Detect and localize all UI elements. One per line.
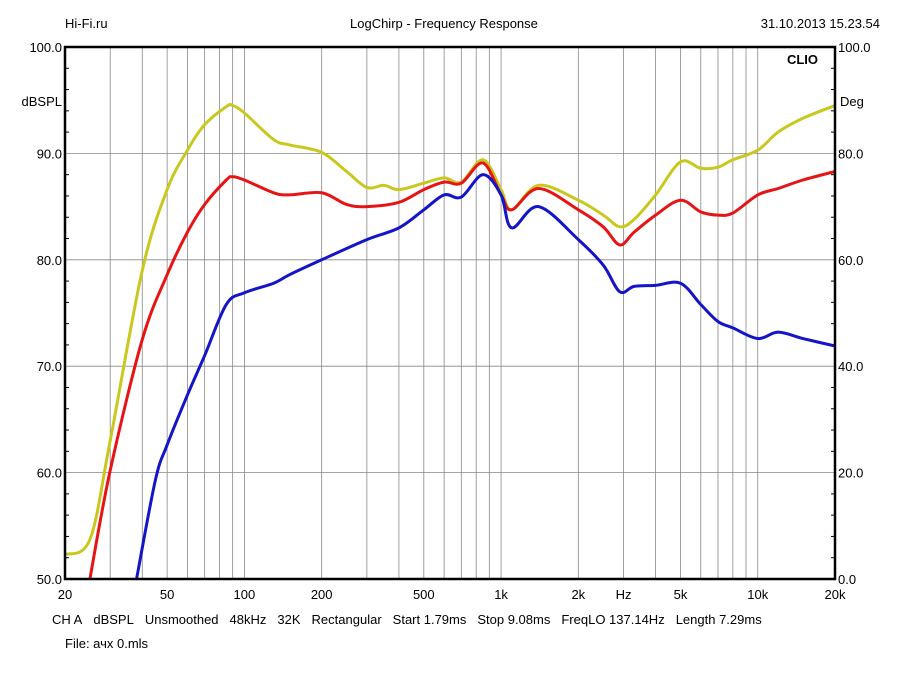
info-item: Rectangular [311,612,382,627]
y2-axis-label: Deg [840,94,864,109]
x-tick-label: 500 [413,587,435,602]
y2-tick-label: 40.0 [838,359,863,374]
info-item: FreqLO 137.14Hz [561,612,665,627]
chart-title: LogChirp - Frequency Response [350,16,538,31]
info-item: 32K [277,612,301,627]
y-tick-label: 90.0 [37,146,62,161]
measurement-info: CH A dBSPL Unsmoothed 48kHz 32K Rectangular St… [52,612,773,627]
header-datetime: 31.10.2013 15.23.54 [760,16,880,31]
y-tick-label: 50.0 [37,572,62,587]
series-line-0 [64,102,836,556]
x-tick-label: 50 [160,587,174,602]
x-tick-label: 20k [825,587,846,602]
clio-logo: CLIO [787,52,818,67]
y2-tick-label: 20.0 [838,466,863,481]
header-left: Hi-Fi.ru [65,16,108,31]
y2-tick-label: 100.0 [838,40,871,55]
x-tick-label: 200 [311,587,333,602]
info-item: Length 7.29ms [675,612,762,627]
info-item: dBSPL [93,612,134,627]
y-tick-label: 60.0 [37,466,62,481]
x-tick-label: 2k [571,587,585,602]
info-item: Start 1.79ms [392,612,467,627]
y-tick-label: 80.0 [37,253,62,268]
info-item: Unsmoothed [144,612,219,627]
x-tick-label: 100 [234,587,256,602]
info-item: CH A [52,612,83,627]
info-item: Stop 9.08ms [477,612,551,627]
y-tick-label: 70.0 [37,359,62,374]
x-tick-label: 5k [674,587,688,602]
y2-tick-label: 60.0 [838,253,863,268]
series-line-1 [88,161,836,580]
y-axis-label: dBSPL [22,94,62,109]
x-tick-label: 20 [58,587,72,602]
x-tick-label: 1k [494,587,508,602]
y2-tick-label: 0.0 [838,572,856,587]
x-tick-label: 10k [747,587,768,602]
plot-frame [63,45,837,581]
info-item: 48kHz [229,612,267,627]
y-tick-label: 100.0 [29,40,62,55]
x-unit-label: Hz [616,587,632,602]
series-line-2 [135,173,836,580]
file-name: File: ачх 0.mls [65,636,149,651]
y2-tick-label: 80.0 [838,146,863,161]
